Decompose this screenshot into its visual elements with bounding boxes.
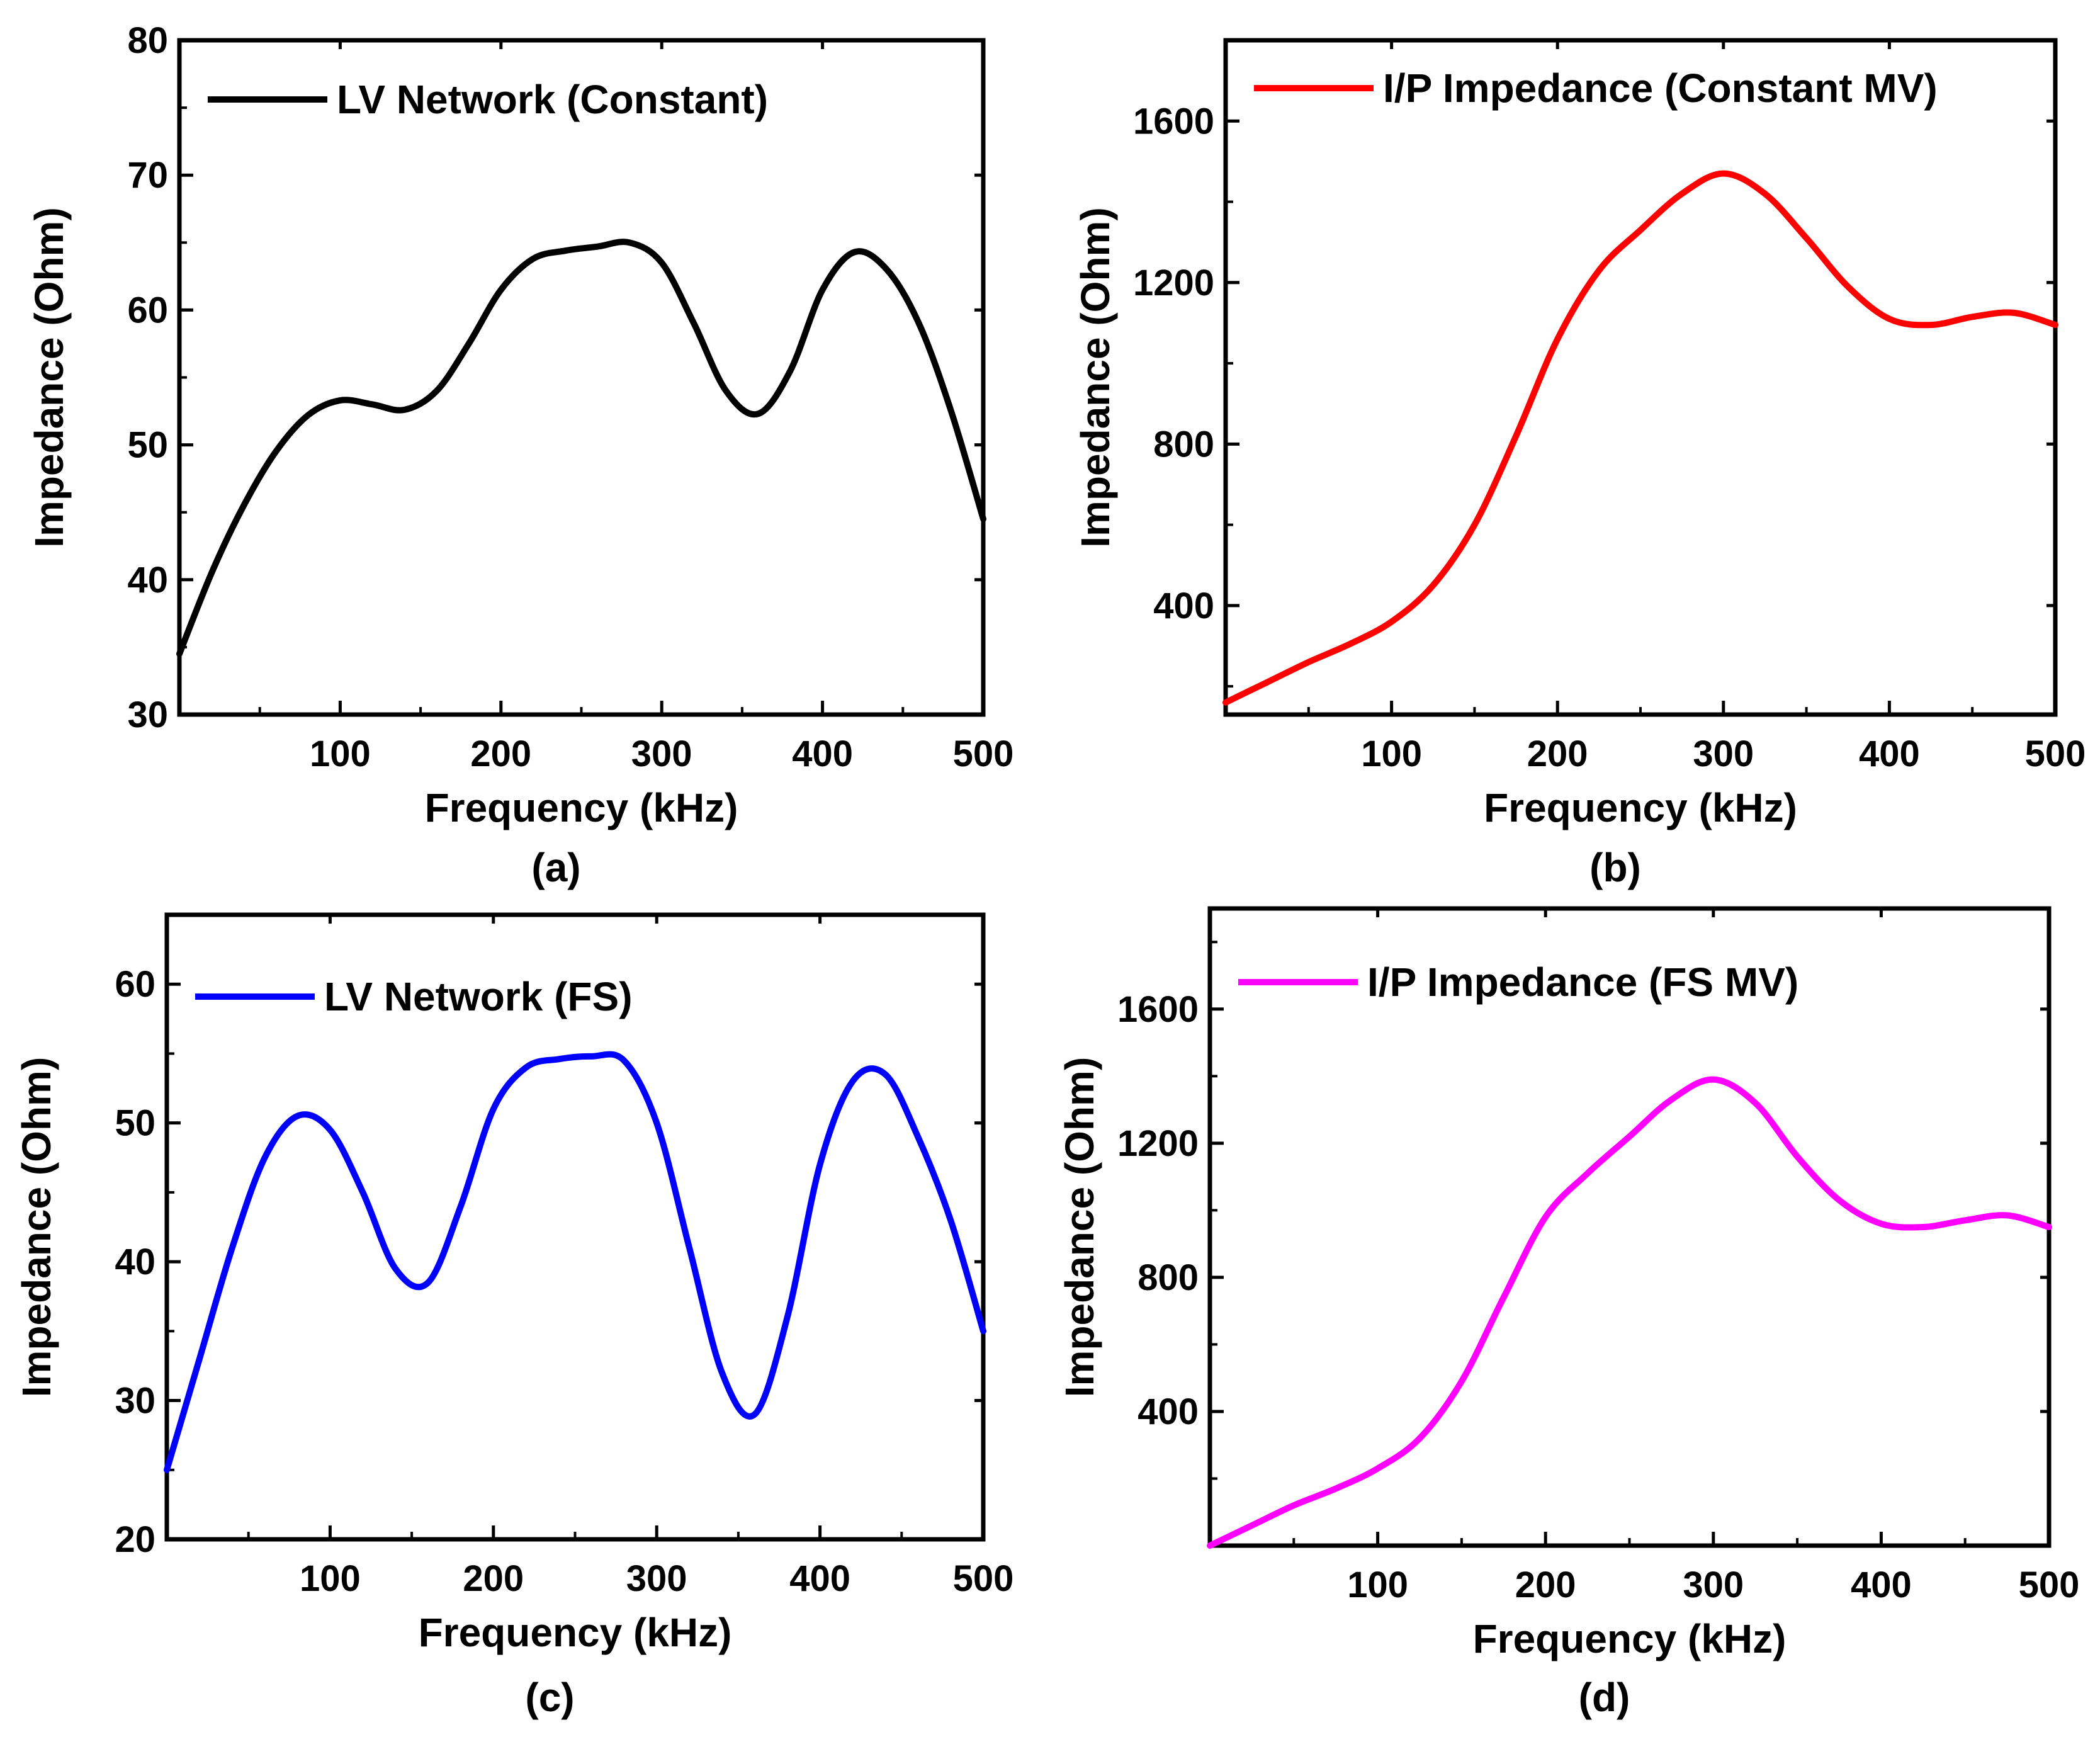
x-tick-label: 500 [953, 733, 1014, 774]
legend-label: I/P Impedance (Constant MV) [1383, 65, 1938, 111]
x-tick-label: 500 [953, 1558, 1014, 1599]
x-tick-label: 300 [626, 1558, 687, 1599]
y-tick-label: 40 [115, 1242, 155, 1282]
x-tick-label: 100 [1347, 1564, 1408, 1605]
y-tick-label: 60 [127, 290, 168, 331]
x-axis-label: Frequency (kHz) [1473, 1616, 1787, 1661]
y-tick-label: 30 [127, 694, 168, 735]
panel-d: 100 200 300 400 500 400 800 1200 1600 Frequency (… [1057, 906, 2080, 1720]
panel-c: 100 200 300 400 500 20 30 40 50 60 Frequency (kHz)… [14, 912, 1014, 1720]
x-tick-label: 200 [1527, 733, 1588, 774]
x-axis-label: Frequency (kHz) [419, 1610, 732, 1655]
x-tick-label: 200 [470, 733, 531, 774]
series-line [164, 1051, 986, 1473]
plot-frame [1223, 38, 2058, 717]
legend-label: I/P Impedance (FS MV) [1367, 959, 1798, 1005]
x-tick-label: 400 [1851, 1564, 1912, 1605]
series-line [1222, 170, 2058, 706]
y-tick-label: 80 [127, 20, 168, 61]
panel-b: 100 200 300 400 500 400 800 1200 1600 Frequency (… [1073, 38, 2086, 890]
y-tick-label: 1200 [1133, 263, 1214, 303]
y-tick-label: 20 [115, 1519, 155, 1560]
x-tick-label: 100 [310, 733, 371, 774]
x-tick-label: 200 [463, 1558, 524, 1599]
x-tick-label: 300 [631, 733, 692, 774]
y-tick-label: 800 [1153, 424, 1214, 465]
legend-label: LV Network (FS) [324, 974, 633, 1019]
y-tick-label: 60 [115, 964, 155, 1005]
x-axis-label: Frequency (kHz) [1484, 785, 1797, 830]
y-tick-label: 30 [115, 1381, 155, 1422]
y-axis-label: Impedance (Ohm) [14, 1057, 59, 1398]
panel-caption: (b) [1589, 845, 1641, 890]
y-axis-label: Impedance (Ohm) [26, 207, 72, 548]
x-axis-label: Frequency (kHz) [425, 785, 738, 830]
x-tick-label: 300 [1683, 1564, 1744, 1605]
y-tick-label: 50 [115, 1103, 155, 1144]
x-tick-label: 100 [1361, 733, 1422, 774]
y-axis-label: Impedance (Ohm) [1057, 1057, 1102, 1398]
panel-caption: (c) [525, 1675, 574, 1720]
x-tick-label: 100 [300, 1558, 361, 1599]
y-tick-label: 1600 [1117, 989, 1199, 1030]
y-tick-label: 50 [127, 425, 168, 466]
legend-label: LV Network (Constant) [337, 77, 768, 122]
panel-caption: (a) [531, 845, 580, 890]
y-tick-label: 40 [127, 560, 168, 601]
x-tick-label: 400 [1859, 733, 1920, 774]
x-tick-label: 400 [792, 733, 853, 774]
x-tick-label: 500 [2019, 1564, 2080, 1605]
panel-a: 100 200 300 400 500 30 40 50 60 70 80 Frequency (kH… [26, 20, 1013, 890]
x-tick-label: 500 [2025, 733, 2086, 774]
series-line [176, 239, 986, 657]
x-tick-label: 200 [1515, 1564, 1576, 1605]
y-tick-label: 800 [1138, 1257, 1199, 1298]
y-axis-label: Impedance (Ohm) [1073, 207, 1118, 548]
series-line [1207, 1076, 2052, 1549]
y-tick-label: 1600 [1133, 101, 1214, 142]
y-tick-label: 400 [1138, 1391, 1199, 1432]
y-tick-label: 400 [1153, 586, 1214, 626]
x-tick-label: 300 [1693, 733, 1754, 774]
plot-frame [177, 38, 986, 717]
y-tick-label: 1200 [1117, 1123, 1199, 1164]
x-tick-label: 400 [789, 1558, 850, 1599]
panel-caption: (d) [1579, 1675, 1630, 1720]
y-tick-label: 70 [127, 155, 168, 196]
